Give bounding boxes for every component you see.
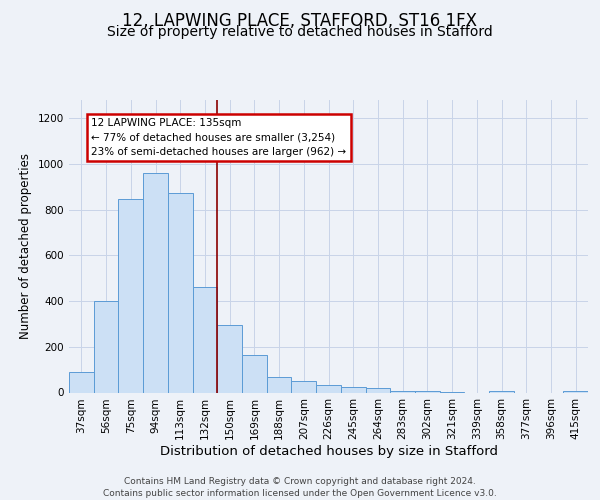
Bar (292, 381, 316, 392)
Text: 12 LAPWING PLACE: 135sqm
← 77% of detached houses are smaller (3,254)
23% of sem: 12 LAPWING PLACE: 135sqm ← 77% of detach… (91, 118, 346, 157)
Bar (267, 376, 292, 392)
Bar (193, 288, 217, 393)
Text: Size of property relative to detached houses in Stafford: Size of property relative to detached ho… (107, 25, 493, 39)
Bar (341, 387, 365, 392)
Bar (563, 390, 588, 392)
Bar (316, 384, 341, 392)
X-axis label: Distribution of detached houses by size in Stafford: Distribution of detached houses by size … (160, 445, 497, 458)
Bar (365, 388, 390, 392)
Bar (143, 173, 168, 392)
Text: Contains HM Land Registry data © Crown copyright and database right 2024.
Contai: Contains HM Land Registry data © Crown c… (103, 476, 497, 498)
Bar (489, 390, 514, 392)
Bar (390, 390, 415, 392)
Bar (217, 325, 242, 392)
Bar (118, 200, 143, 392)
Bar (242, 356, 267, 393)
Bar (69, 372, 94, 392)
Bar (168, 192, 193, 392)
Bar (94, 301, 118, 392)
Y-axis label: Number of detached properties: Number of detached properties (19, 153, 32, 340)
Text: 12, LAPWING PLACE, STAFFORD, ST16 1FX: 12, LAPWING PLACE, STAFFORD, ST16 1FX (122, 12, 478, 30)
